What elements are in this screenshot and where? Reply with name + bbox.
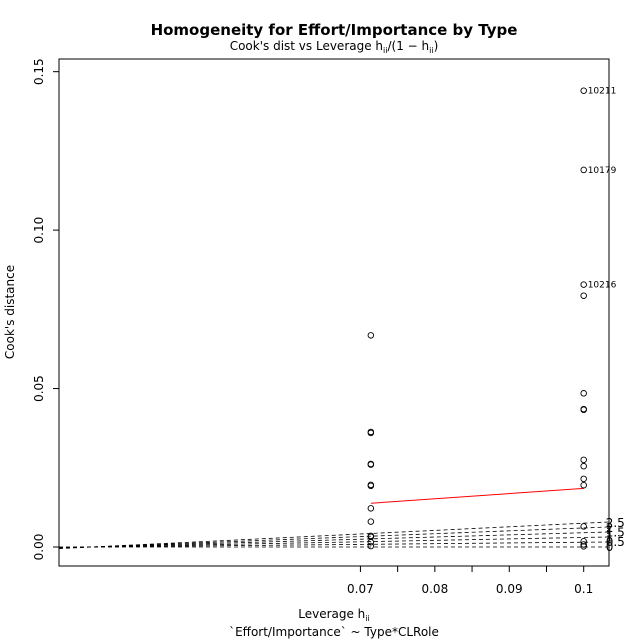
x-tick-label-3: 0.1 bbox=[574, 582, 593, 596]
data-point-6 bbox=[367, 481, 375, 489]
y-tick-label-2: 0.10 bbox=[32, 217, 46, 244]
subtitle-text: Cook's dist vs Leverage h bbox=[230, 39, 383, 53]
model-formula: `Effort/Importance` ~ Type*CLRole bbox=[229, 625, 439, 639]
data-point-17 bbox=[580, 390, 587, 397]
subtitle-sub-2: ii bbox=[429, 46, 433, 55]
data-point-12 bbox=[367, 542, 375, 550]
point-label-2: 10216 bbox=[588, 281, 617, 291]
contour-line-4 bbox=[59, 526, 609, 549]
x-tick-label-1: 0.08 bbox=[421, 582, 448, 596]
data-point-27 bbox=[580, 543, 587, 550]
x-axis-label-sub: ii bbox=[365, 614, 369, 623]
data-point-25 bbox=[580, 538, 587, 545]
data-point-26 bbox=[580, 541, 587, 548]
data-point-0 bbox=[367, 332, 375, 339]
contour-line-5 bbox=[59, 521, 609, 549]
data-point-23 bbox=[580, 481, 587, 489]
smoother-line bbox=[370, 487, 584, 504]
data-point-11 bbox=[367, 538, 375, 546]
smoother-layer bbox=[370, 487, 584, 504]
point-label-0: 10211 bbox=[588, 87, 617, 97]
y-tick-label-0: 0.00 bbox=[32, 534, 46, 561]
y-tick-label-1: 0.05 bbox=[32, 375, 46, 402]
data-point-14 bbox=[580, 166, 587, 174]
contour-label-1: 0.5 bbox=[606, 535, 625, 549]
contour-label-3: 1.5 bbox=[606, 526, 625, 540]
data-point-19 bbox=[580, 406, 587, 414]
y-tick-label-3: 0.15 bbox=[32, 58, 46, 85]
y-axis-label: Cook's distance bbox=[3, 265, 17, 359]
x-axis: 0.07 0.08 0.09 0.1 bbox=[347, 566, 593, 596]
contour-label-0: 0 bbox=[606, 540, 614, 554]
data-point-13 bbox=[580, 87, 587, 94]
data-point-2 bbox=[367, 428, 375, 436]
chart-title: Homogeneity for Effort/Importance by Typ… bbox=[151, 21, 518, 39]
subtitle-formula-close: ) bbox=[434, 39, 439, 53]
data-point-7 bbox=[367, 505, 375, 512]
contour-line-2 bbox=[59, 536, 609, 549]
data-point-24 bbox=[580, 523, 587, 530]
x-tick-label-0: 0.07 bbox=[347, 582, 374, 596]
x-axis-label: Leverage hii bbox=[298, 607, 370, 623]
x-tick-label-2: 0.09 bbox=[496, 582, 523, 596]
data-point-8 bbox=[367, 518, 375, 525]
contour-label-4: 2 bbox=[606, 521, 614, 535]
x-axis-label-text: Leverage h bbox=[298, 607, 365, 621]
contour-line-3 bbox=[59, 531, 609, 549]
contour-line-1 bbox=[59, 541, 609, 548]
y-axis: 0.00 0.05 0.10 0.15 bbox=[32, 58, 59, 560]
data-point-22 bbox=[580, 475, 587, 483]
data-points bbox=[367, 87, 587, 550]
data-point-21 bbox=[580, 462, 587, 470]
cook-distance-contours bbox=[59, 521, 609, 549]
subtitle-formula-open: /(1 − h bbox=[387, 39, 429, 53]
subtitle-sub-1: ii bbox=[383, 46, 387, 55]
data-point-15 bbox=[580, 281, 587, 288]
contour-label-5: 2.5 bbox=[606, 516, 625, 530]
data-point-4 bbox=[367, 460, 375, 468]
chart-subtitle: Cook's dist vs Leverage hii/(1 − hii) bbox=[230, 39, 439, 55]
plot-frame bbox=[58, 58, 610, 567]
point-label-1: 10179 bbox=[588, 166, 617, 176]
contour-labels: 00.511.522.5 bbox=[606, 516, 625, 554]
data-point-16 bbox=[580, 292, 587, 299]
contour-label-2: 1 bbox=[606, 530, 614, 544]
data-point-20 bbox=[580, 456, 587, 464]
point-labels: 10211 10179 10216 bbox=[588, 87, 617, 291]
